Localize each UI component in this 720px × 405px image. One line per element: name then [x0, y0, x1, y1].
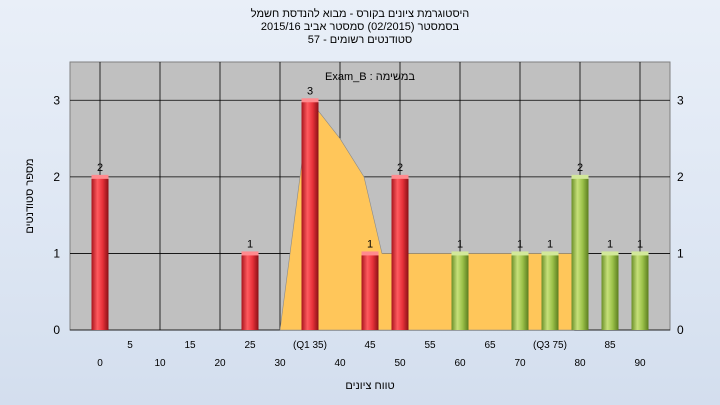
histogram-bar-cap [541, 251, 559, 256]
histogram-bar-cap [451, 251, 469, 256]
histogram-bar [511, 253, 529, 330]
x-tick-label-upper: 5 [127, 340, 133, 351]
y-tick-label-left: 1 [53, 246, 60, 260]
x-tick-label-lower: 20 [214, 358, 226, 369]
x-tick-label-upper: 25 [244, 340, 256, 351]
x-tick-label-lower: 90 [634, 358, 646, 369]
histogram-bar-cap [511, 251, 529, 256]
y-axis-label: מספר סטודנטים [24, 158, 36, 234]
bar-value-label: 2 [397, 162, 403, 174]
bar-value-label: 1 [247, 238, 253, 250]
x-tick-label-upper: (Q3 75) [533, 340, 567, 351]
y-tick-label-right: 0 [677, 323, 684, 337]
x-tick-label-lower: 40 [334, 358, 346, 369]
x-tick-label-lower: 10 [154, 358, 166, 369]
histogram-bar [601, 253, 619, 330]
axis-layer: 0 0 1 1 2 2 3 3 5 15 25 (Q1 35) 45 55 65 (Q3 75) 85 0 10 20… [53, 93, 684, 369]
histogram-bar [91, 176, 109, 330]
y-tick-label-left: 3 [53, 93, 60, 107]
bar-value-label: 1 [517, 238, 523, 250]
x-tick-label-lower: 30 [274, 358, 286, 369]
histogram-bar [301, 100, 319, 331]
histogram-bar-cap [601, 251, 619, 256]
bar-value-label: 1 [547, 238, 553, 250]
histogram-bar-cap [571, 174, 589, 179]
bar-value-label: 1 [637, 238, 643, 250]
y-tick-label-left: 2 [53, 170, 60, 184]
chart-title-line-2: בסמסטר (02/2015) סמסטר אביב 2015/16 [260, 21, 460, 33]
histogram-bar-cap [391, 174, 409, 179]
bar-value-label: 1 [367, 238, 373, 250]
histogram-bar [451, 253, 469, 330]
histogram-bar [631, 253, 649, 330]
histogram-bar-cap [631, 251, 649, 256]
x-axis-label: טווח ציונים [345, 380, 395, 392]
histogram-bar-cap [91, 174, 109, 179]
bar-value-label: 2 [577, 162, 583, 174]
chart-title-line-1: היסטוגרמת ציונים בקורס - מבוא להנדסת חשמ… [250, 8, 470, 20]
y-tick-label-left: 0 [53, 323, 60, 337]
bar-value-label: 1 [457, 238, 463, 250]
x-tick-label-upper: 85 [604, 340, 616, 351]
histogram-bar-cap [361, 251, 379, 256]
chart-title-block: היסטוגרמת ציונים בקורס - מבוא להנדסת חשמ… [0, 8, 720, 47]
chart-title-line-3: סטודנטים רשומים - 57 [307, 34, 413, 46]
y-tick-label-right: 3 [677, 93, 684, 107]
bar-value-label: 1 [607, 238, 613, 250]
bar-layer: 2 1 3 1 2 1 1 1 2 1 1 [91, 85, 649, 331]
histogram-bar-cap [241, 251, 259, 256]
x-tick-label-lower: 80 [574, 358, 586, 369]
x-tick-label-lower: 70 [514, 358, 526, 369]
legend-text: Exam_B : במשימה [325, 71, 415, 83]
histogram-bar [361, 253, 379, 330]
x-tick-label-upper: 55 [424, 340, 436, 351]
bar-value-label: 3 [307, 85, 313, 97]
x-tick-label-lower: 60 [454, 358, 466, 369]
x-tick-label-upper: (Q1 35) [293, 340, 327, 351]
histogram-bar [391, 176, 409, 330]
x-tick-label-lower: 0 [97, 358, 103, 369]
histogram-bar-cap [301, 98, 319, 103]
x-tick-label-upper: 65 [484, 340, 496, 351]
histogram-bar [571, 176, 589, 330]
x-tick-label-lower: 50 [394, 358, 406, 369]
histogram-bar [541, 253, 559, 330]
y-tick-label-right: 2 [677, 170, 684, 184]
x-tick-label-upper: 15 [184, 340, 196, 351]
y-tick-label-right: 1 [677, 246, 684, 260]
histogram-bar [241, 253, 259, 330]
bar-value-label: 2 [97, 162, 103, 174]
x-tick-label-upper: 45 [364, 340, 376, 351]
